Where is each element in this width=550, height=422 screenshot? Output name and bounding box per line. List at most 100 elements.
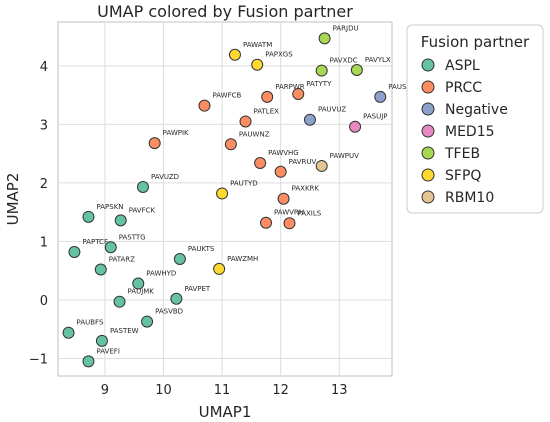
x-tick-label: 12 [272,383,289,398]
y-axis-ticks: −1 0 1 2 3 4 [29,60,48,368]
data-point-pawvrh [260,216,273,229]
legend-frame [406,24,544,214]
legend: Fusion partner ASPL PRCC Negative MED15 TFEB… [406,24,544,214]
point-label-pauvuz: PAUVUZ [318,106,346,114]
data-point-paujmk [113,295,126,308]
x-tick-label: 13 [331,383,348,398]
point-label-pavxdc: PAVXDC [330,57,358,65]
legend-title: Fusion partner [421,33,530,51]
point-label-pasttg: PASTTG [119,233,146,241]
legend-marker-prcc [421,80,435,94]
data-point-pautyd [216,187,229,200]
point-label-pavfck: PAVFCK [129,206,156,214]
data-point-pawhyd [132,277,145,290]
y-tick-label: 0 [40,294,48,309]
data-point-pawfcb [198,99,211,112]
data-point-pawpik [148,137,161,150]
data-point-pavuzd [136,181,149,194]
point-label-papskn: PAPSKN [96,203,123,211]
legend-marker-sfpq [421,168,435,182]
point-label-paxils: PAXILS [297,209,321,217]
point-label-paujmk: PAUJMK [128,288,155,296]
data-point-pavxdc [315,64,328,77]
data-point-pawpuv [315,159,328,172]
legend-label-aspl: ASPL [445,58,480,74]
grid-lines [58,22,392,376]
y-tick-label: 4 [40,60,48,75]
data-point-pasujp [349,120,362,133]
x-axis-ticks: 9 10 11 12 13 [101,383,348,398]
legend-label-negative: Negative [445,102,508,118]
legend-marker-negative [421,102,435,116]
point-label-papxgs: PAPXGS [265,51,293,59]
legend-marker-aspl [421,58,435,72]
point-label-pawzmh: PAWZMH [227,255,258,263]
point-label-pavpet: PAVPET [184,285,211,293]
data-point-pawvhg [254,157,267,170]
legend-label-med15: MED15 [445,124,495,140]
x-tick-label: 11 [214,383,231,398]
point-label-pawpuv: PAWPUV [330,152,359,160]
legend-marker-med15 [421,124,435,138]
legend-marker-tfeb [421,146,435,160]
point-label-pawvrh: PAWVRH [274,209,304,217]
data-point-paxkrk [277,192,290,205]
legend-label-prcc: PRCC [445,80,482,96]
point-label-patlex: PATLEX [254,107,280,115]
point-label-pautyd: PAUTYD [230,179,258,187]
data-point-patarz [94,263,107,276]
data-point-pauvuz [303,113,316,126]
point-label-patyty: PATYTY [306,80,332,88]
point-label-paxkrk: PAXKRK [292,185,320,193]
data-point-patyty [292,87,305,100]
point-label-pastew: PASTEW [110,327,139,335]
legend-label-rbm10: RBM10 [445,190,494,206]
data-point-pasttg [104,241,117,254]
x-tick-label: 10 [155,383,172,398]
data-point-paukts [173,252,186,265]
data-points [62,32,387,368]
point-label-paubfs: PAUBFS [77,319,104,327]
data-point-pavylx [350,63,363,76]
legend-marker-rbm10 [421,190,435,204]
plot-area [57,21,393,377]
data-point-parpwr [261,90,274,103]
y-axis-label: UMAP2 [4,173,22,226]
point-label-parjdu: PARJDU [333,24,359,32]
point-label-pawatm: PAWATM [243,41,272,49]
point-label-pawpik: PAWPIK [163,129,189,137]
point-label-pasujp: PASUJP [363,113,387,121]
point-label-pavuzd: PAVUZD [151,173,179,181]
data-point-papskn [82,210,95,223]
point-label-patarz: PATARZ [109,256,135,264]
point-label-pausxy: PAUSXY [388,83,416,91]
data-point-parjdu [318,32,331,45]
data-point-pavpet [170,292,183,305]
data-point-pawzmh [213,262,226,275]
point-label-parpwr: PARPWR [275,83,305,91]
data-point-pavfck [114,214,127,227]
data-point-pavruv [274,165,287,178]
data-point-pavefi [82,355,95,368]
y-tick-label: 1 [40,235,48,250]
x-axis-label: UMAP1 [199,403,252,421]
point-label-pawhyd: PAWHYD [146,270,176,278]
x-tick-label: 9 [101,383,109,398]
point-label-pawfcb: PAWFCB [212,92,241,100]
point-label-pawvhg: PAWVHG [268,149,299,157]
point-labels: PAVUZD PAPSKN PAVFCK PAPTCF PASTTG PATARZ PAUK… [77,24,417,355]
data-point-paptcf [68,245,81,258]
data-point-pawatm [228,48,241,61]
point-label-pavylx: PAVYLX [365,56,391,64]
legend-items: ASPL PRCC Negative MED15 TFEB SFPQ RBM10 [421,58,508,206]
data-point-papxgs [251,58,264,71]
point-label-paukts: PAUKTS [188,245,215,253]
legend-label-sfpq: SFPQ [445,168,481,184]
data-point-patlex [239,115,252,128]
point-label-paptcf: PAPTCF [82,238,108,246]
point-label-pauwnz: PAUWNZ [239,130,270,138]
point-label-pasvbd: PASVBD [155,308,183,316]
y-tick-label: 3 [40,118,48,133]
data-point-paxils [283,217,296,230]
